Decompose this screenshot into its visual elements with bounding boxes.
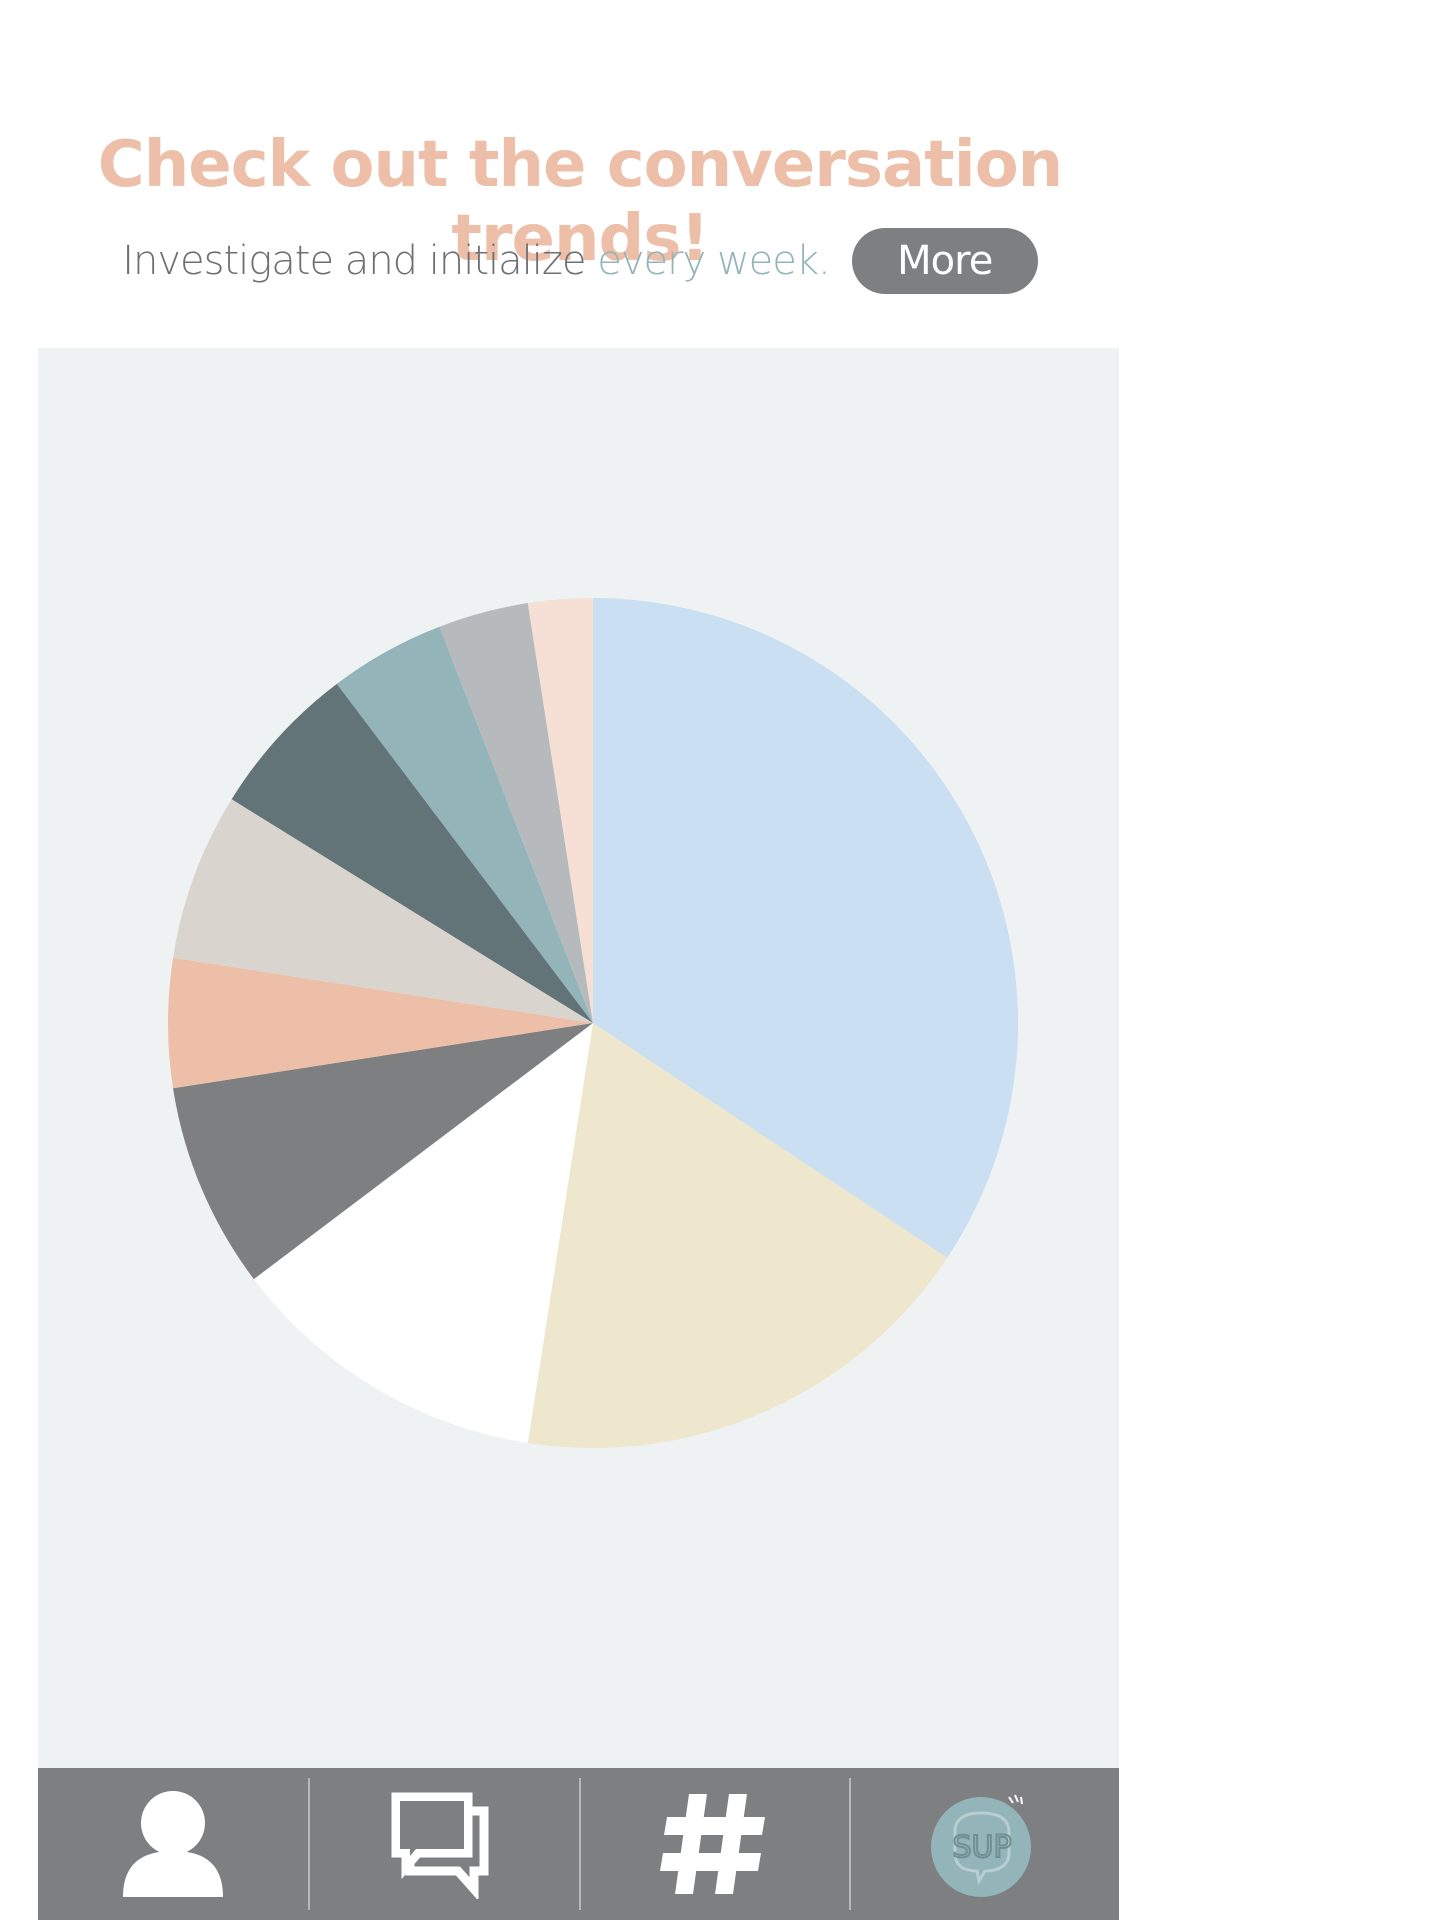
bottom-tab-bar: SUP	[38, 1768, 1119, 1920]
pie-slice-6	[173, 799, 594, 1023]
tab-sup[interactable]: SUP	[848, 1768, 1119, 1920]
subtitle: Investigate and initialize every week.	[122, 238, 831, 284]
pie-slice-2	[527, 1023, 948, 1448]
chat-bubbles-icon	[391, 1792, 489, 1899]
tab-hashtags[interactable]	[578, 1768, 849, 1920]
pie-slice-3	[253, 1023, 593, 1443]
pie-slice-8	[336, 626, 593, 1023]
page-title: Check out the conversation trends!	[97, 128, 1063, 276]
pie-chart	[168, 598, 1018, 1448]
subtitle-row: Investigate and initialize every week. M…	[0, 228, 1160, 294]
chart-panel	[38, 348, 1119, 1768]
pie-slice-4	[173, 1023, 594, 1280]
hashtag-icon	[659, 1794, 765, 1894]
more-button[interactable]: More	[851, 228, 1038, 294]
pie-slice-1	[593, 598, 1018, 1258]
pie-slice-5	[168, 957, 593, 1089]
sup-logo-icon: SUP	[930, 1794, 1031, 1897]
sup-logo-text: SUP	[952, 1830, 1011, 1865]
pie-slice-9	[439, 603, 593, 1023]
pie-slice-7	[231, 683, 593, 1023]
tab-profile[interactable]	[38, 1768, 308, 1920]
subtitle-lead: Investigate and initialize	[122, 238, 598, 284]
subtitle-highlight: every week.	[597, 238, 831, 284]
pie-slice-10	[527, 598, 593, 1023]
person-icon	[123, 1791, 224, 1897]
tab-messages[interactable]	[308, 1768, 578, 1920]
